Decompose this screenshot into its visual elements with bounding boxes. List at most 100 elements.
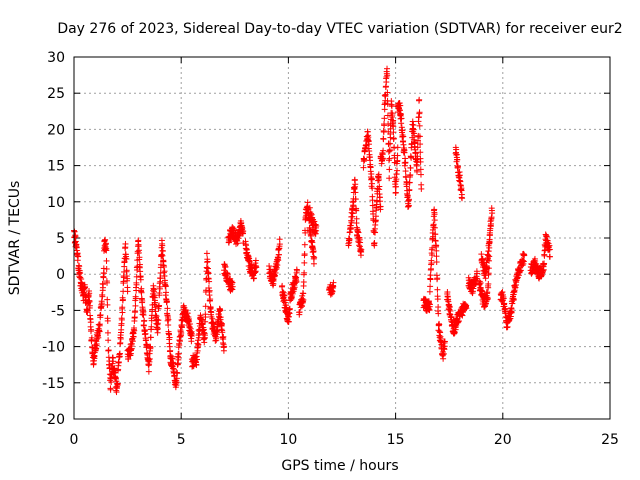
data-point <box>107 386 114 393</box>
data-point <box>203 264 210 271</box>
data-point <box>163 289 170 296</box>
data-point <box>156 285 163 292</box>
data-point <box>296 309 303 316</box>
data-point <box>252 257 259 264</box>
data-point <box>431 211 438 218</box>
data-point <box>508 308 515 315</box>
data-point <box>360 164 367 171</box>
data-point <box>145 368 152 375</box>
data-point <box>540 266 547 273</box>
data-point <box>76 263 83 270</box>
data-point <box>453 146 460 153</box>
data-point <box>115 359 122 366</box>
data-point <box>165 316 172 323</box>
data-point <box>253 264 260 271</box>
data-point <box>381 92 388 99</box>
x-tick-label: 25 <box>601 432 619 448</box>
y-tick-label: 25 <box>47 86 65 102</box>
data-point <box>369 185 376 192</box>
data-point <box>252 269 259 276</box>
data-point <box>478 251 485 258</box>
data-point <box>275 246 282 253</box>
data-point <box>123 267 130 274</box>
data-point <box>392 183 399 190</box>
data-point <box>219 329 226 336</box>
data-point <box>521 252 528 259</box>
data-point <box>398 124 405 131</box>
data-point <box>349 210 356 217</box>
data-point <box>220 333 227 340</box>
data-point <box>110 358 117 365</box>
data-point <box>272 272 278 279</box>
data-point <box>398 115 405 122</box>
data-point <box>213 331 220 338</box>
data-point <box>381 115 388 122</box>
data-point <box>414 168 421 175</box>
data-point <box>137 268 144 275</box>
data-point <box>432 231 439 238</box>
data-point <box>416 133 423 140</box>
data-point <box>374 197 381 204</box>
data-point <box>375 176 382 183</box>
data-point <box>201 332 208 339</box>
data-point <box>131 327 138 334</box>
data-point <box>383 79 390 86</box>
data-point <box>390 135 397 142</box>
data-point <box>96 328 103 335</box>
data-point <box>207 296 214 303</box>
data-point <box>95 334 102 341</box>
data-point <box>293 267 300 274</box>
data-point <box>386 175 393 182</box>
data-point <box>384 72 391 79</box>
data-point <box>417 149 424 156</box>
data-point <box>85 293 92 300</box>
data-point <box>377 203 384 210</box>
x-axis-label: GPS time / hours <box>281 458 398 474</box>
data-point <box>499 289 506 296</box>
data-point <box>394 144 401 151</box>
data-point <box>415 114 422 121</box>
data-point <box>224 271 231 278</box>
data-point <box>138 289 145 296</box>
data-point <box>484 295 491 302</box>
data-point <box>124 275 131 282</box>
data-point <box>169 365 176 372</box>
data-point <box>103 247 110 254</box>
data-point <box>541 247 548 254</box>
data-point <box>104 317 111 324</box>
x-tick-label: 0 <box>70 432 79 448</box>
data-point <box>447 307 454 314</box>
y-tick-label: -15 <box>42 376 65 392</box>
data-point <box>456 172 463 179</box>
data-point <box>156 280 163 287</box>
data-point <box>361 157 368 164</box>
data-point <box>485 248 492 255</box>
data-point <box>93 340 100 347</box>
data-point <box>202 303 209 310</box>
data-point <box>123 255 130 262</box>
data-point <box>161 268 168 275</box>
data-point <box>394 167 401 174</box>
y-tick-label: 0 <box>56 267 65 283</box>
data-point <box>417 171 424 178</box>
data-point <box>474 270 481 277</box>
data-point <box>405 202 412 209</box>
data-point <box>433 253 440 260</box>
grid <box>74 57 610 419</box>
data-point <box>400 141 407 148</box>
data-point <box>87 319 94 326</box>
data-point <box>133 281 140 288</box>
data-point <box>544 237 551 244</box>
data-point <box>155 317 162 324</box>
data-point <box>479 256 486 263</box>
data-point <box>455 318 462 325</box>
data-point <box>293 278 300 285</box>
data-point <box>390 117 397 124</box>
data-point <box>390 123 397 130</box>
data-point <box>140 312 147 319</box>
data-point <box>96 321 103 328</box>
data-point <box>166 334 173 341</box>
data-point <box>428 260 435 267</box>
data-point <box>313 223 320 230</box>
data-point <box>97 312 104 319</box>
